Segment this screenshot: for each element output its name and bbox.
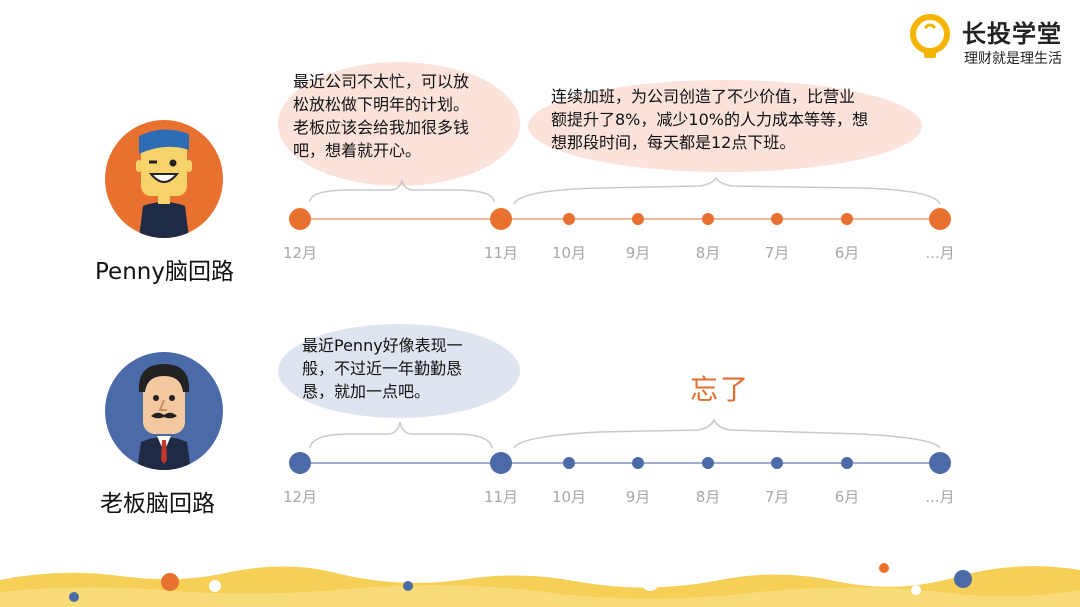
penny-thought-1-line: 老板应该会给我加很多钱 <box>293 118 470 137</box>
penny-dot-11 <box>490 208 512 230</box>
footer-dot <box>911 585 921 595</box>
penny-dot-6 <box>841 213 853 225</box>
boss-thought-line: 般，不过近一年勤勤恳 <box>302 359 463 378</box>
penny-label: Penny脑回路 <box>95 259 234 285</box>
footer-dot <box>69 592 79 602</box>
boss-month-label: 11月 <box>483 488 519 506</box>
boss-dot-9 <box>632 457 644 469</box>
boss-forgot-text: 忘了 <box>690 373 751 406</box>
boss-avatar <box>105 352 223 470</box>
boss-month-label: 9月 <box>625 488 651 506</box>
boss-dot-12 <box>289 452 311 474</box>
penny-month-label: 10月 <box>551 244 587 262</box>
boss-brace-1 <box>309 421 493 449</box>
penny-thought-1-line: 松放松做下明年的计划。 <box>293 95 470 114</box>
boss-month-label: 10月 <box>551 488 587 506</box>
penny-dot-12 <box>289 208 311 230</box>
boss-dot-6 <box>841 457 853 469</box>
footer-dot <box>641 573 659 591</box>
penny-month-label: ...月 <box>925 244 955 262</box>
penny-dot-more <box>929 208 951 230</box>
penny-month-label: 7月 <box>764 244 790 262</box>
penny-month-label: 9月 <box>625 244 651 262</box>
boss-month-label: ...月 <box>925 488 955 506</box>
penny-timeline <box>289 176 951 230</box>
penny-thought-2-line: 连续加班，为公司创造了不少价值，比营业 <box>551 87 856 106</box>
footer-dot <box>209 580 221 592</box>
penny-month-label: 6月 <box>834 244 860 262</box>
penny-thought-1-line: 最近公司不太忙，可以放 <box>293 72 470 91</box>
boss-brace-2 <box>513 418 941 449</box>
penny-thought-2-line: 额提升了8%，减少10%的人力成本等等，想 <box>551 110 868 129</box>
boss-dot-8 <box>702 457 714 469</box>
boss-month-label: 8月 <box>695 488 721 506</box>
boss-dot-7 <box>771 457 783 469</box>
penny-thought-1-line: 吧，想着就开心。 <box>293 141 422 160</box>
boss-dot-10 <box>563 457 575 469</box>
penny-thought-1: 最近公司不太忙，可以放 松放松做下明年的计划。 老板应该会给我加很多钱 吧，想着… <box>293 70 469 162</box>
penny-thought-bubble-1 <box>278 62 520 186</box>
penny-month-label: 8月 <box>695 244 721 262</box>
boss-thought-line: 最近Penny好像表现一 <box>302 336 463 355</box>
penny-thought-bubble-2 <box>528 80 922 172</box>
boss-dot-11 <box>490 452 512 474</box>
penny-avatar <box>105 120 223 238</box>
penny-dot-7 <box>771 213 783 225</box>
penny-dot-8 <box>702 213 714 225</box>
penny-month-label: 12月 <box>282 244 318 262</box>
boss-thought-line: 恳，就加一点吧。 <box>302 382 431 401</box>
footer-dot <box>403 581 413 591</box>
penny-dot-10 <box>563 213 575 225</box>
penny-dot-9 <box>632 213 644 225</box>
boss-timeline <box>289 418 951 474</box>
boss-thought-bubble <box>278 324 520 418</box>
footer-dot <box>879 563 889 573</box>
boss-thought: 最近Penny好像表现一 般，不过近一年勤勤恳 恳，就加一点吧。 <box>302 334 463 403</box>
footer-dot <box>161 573 179 591</box>
footer-dot <box>954 570 972 588</box>
brand-name: 长投学堂 <box>962 20 1062 48</box>
footer-wave <box>0 563 1080 607</box>
boss-dot-more <box>929 452 951 474</box>
penny-thought-2-line: 想那段时间，每天都是12点下班。 <box>551 133 796 152</box>
boss-label: 老板脑回路 <box>100 491 215 517</box>
lightbulb-logo-icon <box>910 14 950 58</box>
boss-month-label: 12月 <box>282 488 318 506</box>
brand-slogan: 理财就是理生活 <box>964 51 1062 67</box>
boss-month-label: 7月 <box>764 488 790 506</box>
penny-thought-2: 连续加班，为公司创造了不少价值，比营业 额提升了8%，减少10%的人力成本等等，… <box>551 85 868 154</box>
penny-month-label: 11月 <box>483 244 519 262</box>
boss-month-label: 6月 <box>834 488 860 506</box>
penny-brace-2 <box>513 176 941 205</box>
penny-brace-1 <box>309 179 495 203</box>
